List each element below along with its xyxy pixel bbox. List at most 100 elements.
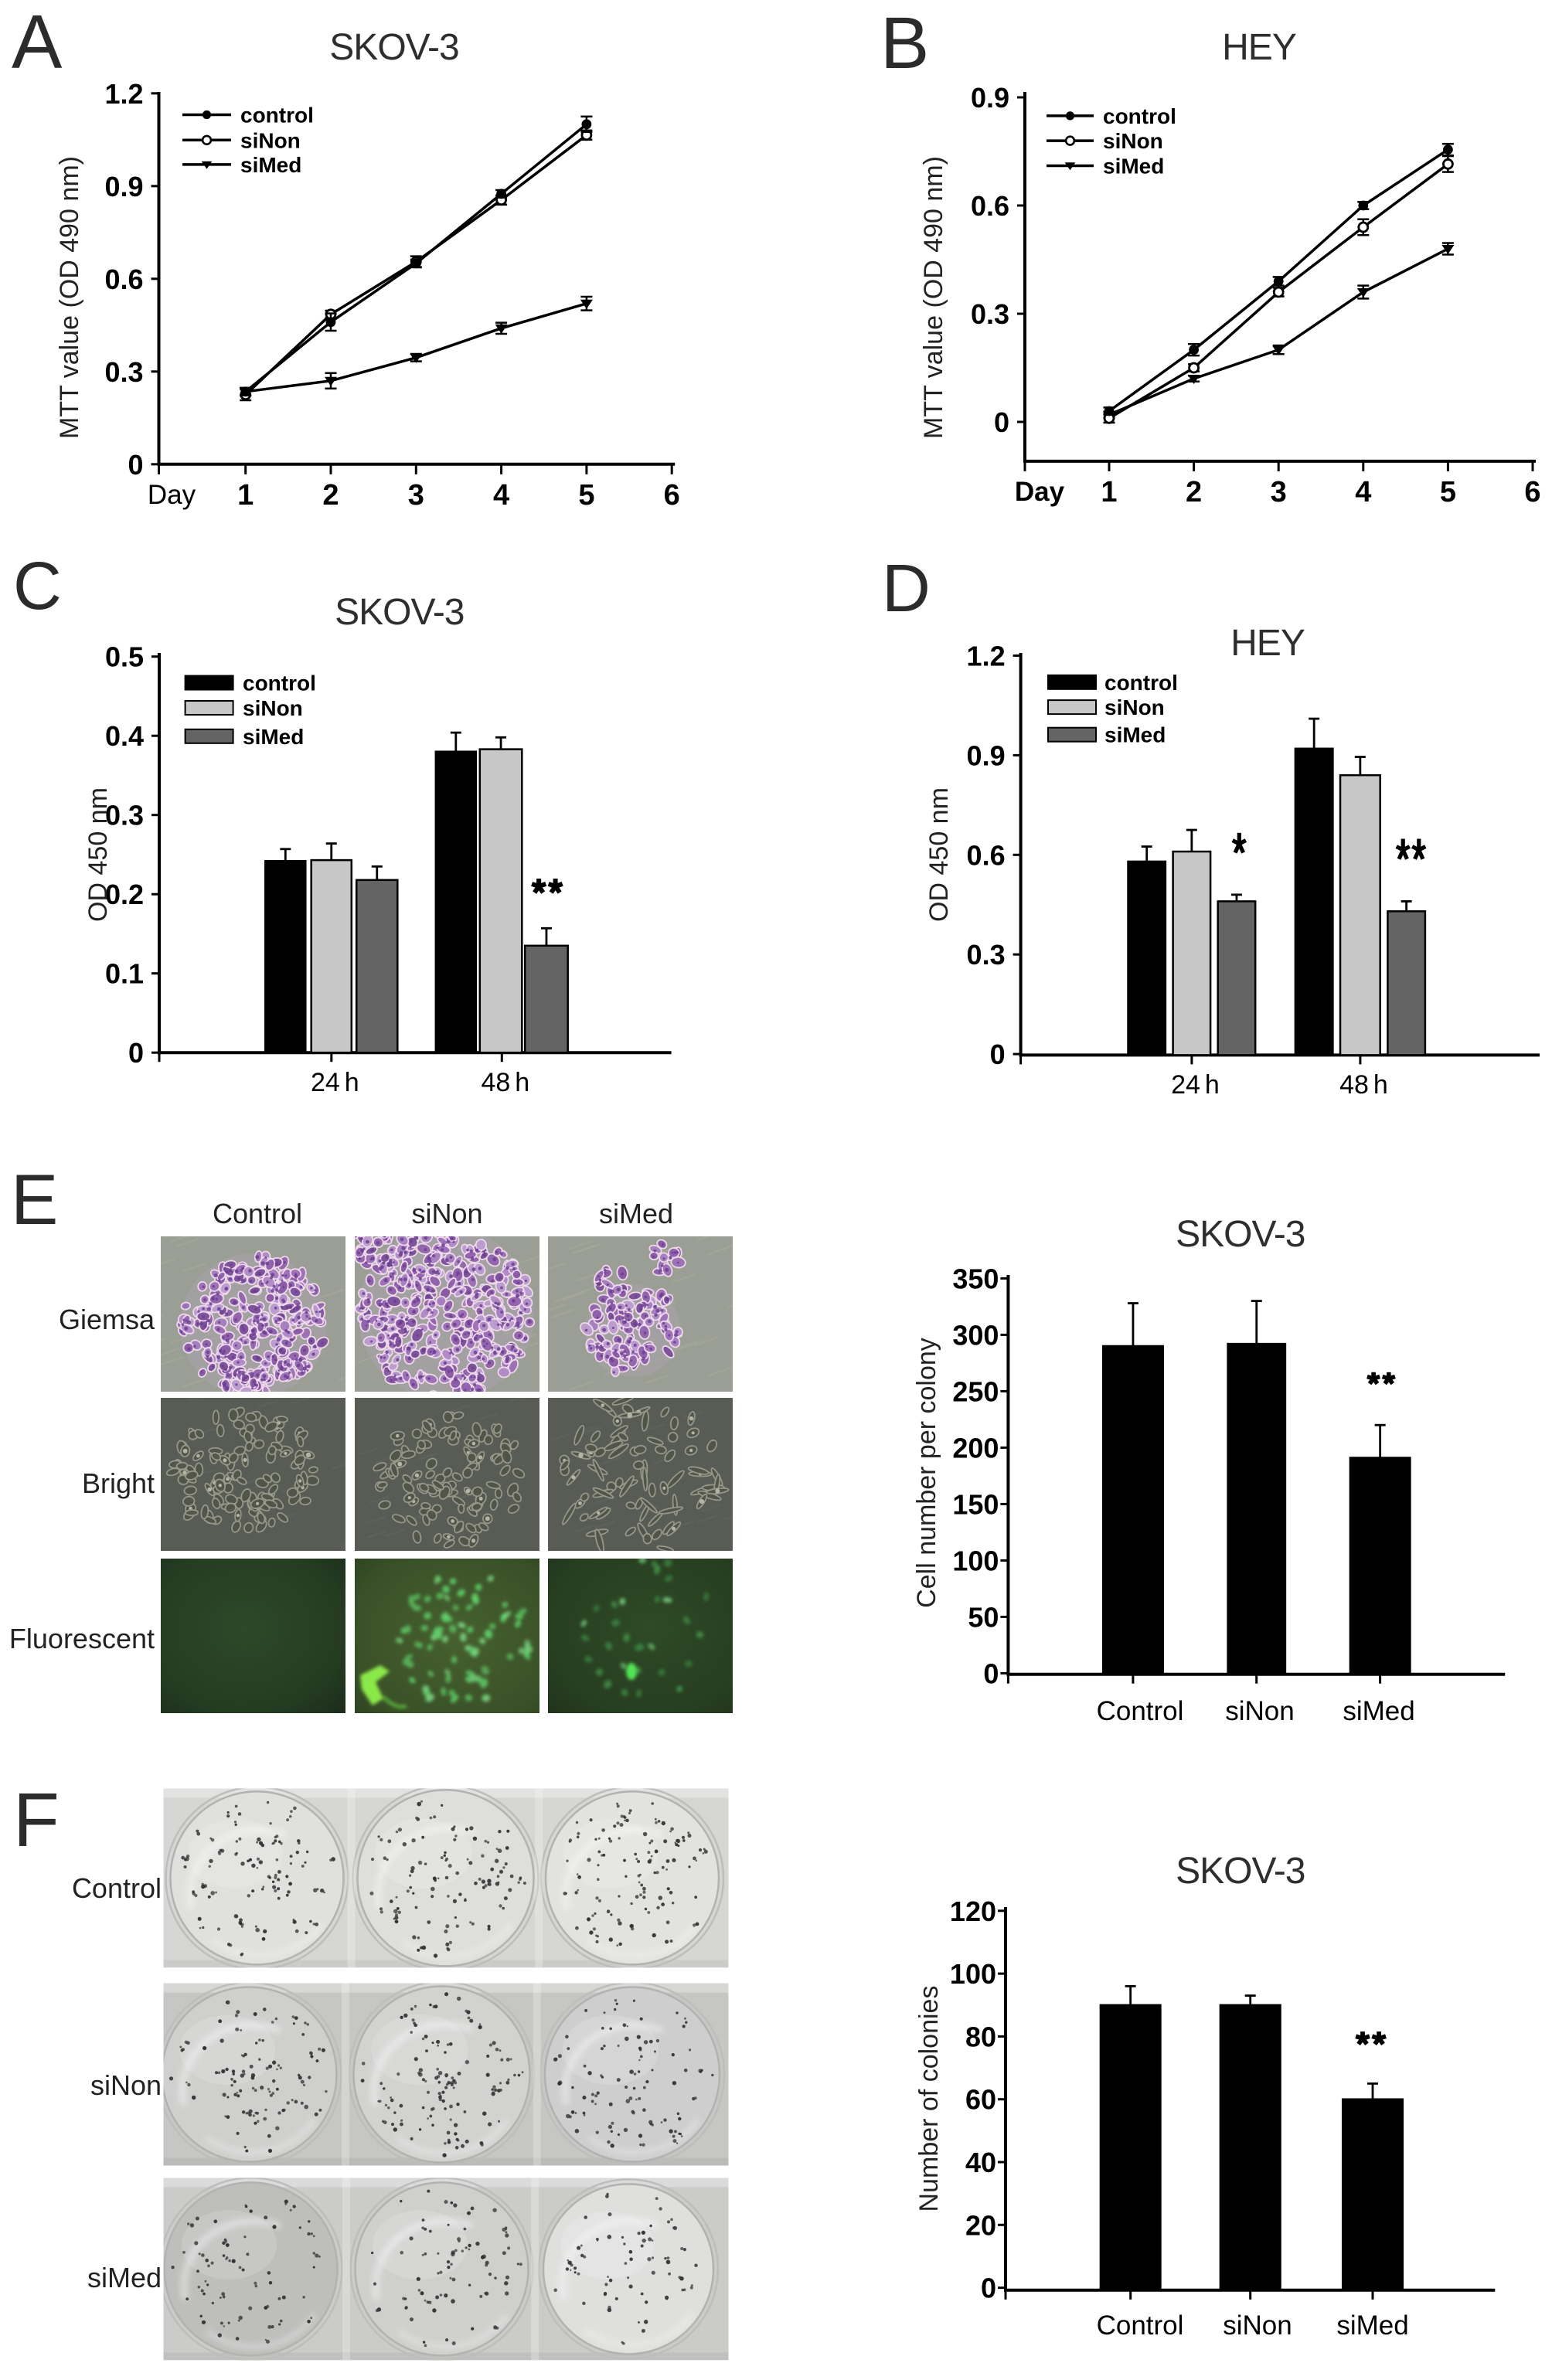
svg-text:siNon: siNon — [1225, 1696, 1294, 1726]
svg-text:siMed: siMed — [1343, 1696, 1414, 1726]
svg-text:0.4: 0.4 — [105, 720, 144, 752]
svg-text:50: 50 — [968, 1601, 999, 1633]
svg-text:100: 100 — [952, 1545, 999, 1576]
svg-text:0.2: 0.2 — [105, 879, 144, 910]
svg-text:A: A — [12, 0, 63, 84]
svg-text:0.9: 0.9 — [971, 82, 1009, 114]
svg-text:150: 150 — [952, 1488, 999, 1520]
svg-text:siNon: siNon — [90, 2069, 162, 2101]
svg-text:siNon: siNon — [1223, 2310, 1292, 2341]
svg-text:h: h — [1205, 1070, 1220, 1100]
svg-text:Bright: Bright — [82, 1467, 155, 1499]
svg-text:control: control — [1103, 104, 1176, 128]
svg-text:1: 1 — [237, 479, 254, 512]
svg-text:control: control — [240, 104, 314, 128]
svg-text:siMed: siMed — [1104, 723, 1166, 747]
svg-text:24: 24 — [1171, 1070, 1200, 1100]
svg-text:OD 450 nm: OD 450 nm — [924, 787, 954, 922]
svg-text:h: h — [345, 1068, 359, 1097]
svg-text:48: 48 — [1339, 1070, 1369, 1100]
svg-text:80: 80 — [965, 2021, 996, 2052]
svg-text:0: 0 — [128, 1037, 144, 1069]
svg-text:h: h — [515, 1068, 529, 1097]
svg-text:siNon: siNon — [1104, 695, 1165, 719]
svg-text:1.2: 1.2 — [967, 640, 1006, 672]
svg-text:350: 350 — [952, 1263, 999, 1294]
svg-text:Control: Control — [72, 1872, 162, 1904]
svg-text:0.3: 0.3 — [971, 298, 1009, 330]
svg-text:Number of colonies: Number of colonies — [914, 1986, 944, 2212]
svg-text:0: 0 — [990, 1039, 1006, 1070]
svg-text:HEY: HEY — [1222, 27, 1296, 68]
svg-text:Cell number per colony: Cell number per colony — [912, 1338, 941, 1608]
svg-text:0: 0 — [983, 1658, 999, 1689]
svg-text:SKOV-3: SKOV-3 — [335, 592, 464, 633]
svg-text:h: h — [1373, 1070, 1388, 1100]
svg-text:MTT value (OD 490 nm): MTT value (OD 490 nm) — [919, 156, 948, 439]
svg-text:Day: Day — [148, 480, 196, 510]
svg-text:0.3: 0.3 — [967, 939, 1006, 971]
svg-text:5: 5 — [578, 479, 594, 512]
svg-text:Fluorescent: Fluorescent — [9, 1623, 155, 1654]
svg-text:0.6: 0.6 — [971, 190, 1009, 222]
svg-text:40: 40 — [965, 2147, 996, 2178]
svg-text:0.9: 0.9 — [967, 740, 1006, 771]
svg-text:20: 20 — [965, 2209, 996, 2241]
svg-text:Day: Day — [1015, 477, 1065, 507]
svg-text:100: 100 — [950, 1958, 996, 1990]
svg-text:4: 4 — [493, 479, 509, 512]
svg-text:0.5: 0.5 — [105, 641, 144, 673]
svg-text:F: F — [13, 1777, 60, 1862]
svg-text:120: 120 — [950, 1896, 996, 1927]
svg-text:siMed: siMed — [1103, 155, 1164, 178]
svg-text:300: 300 — [952, 1319, 999, 1351]
svg-text:250: 250 — [952, 1375, 999, 1407]
svg-text:SKOV-3: SKOV-3 — [329, 27, 458, 68]
svg-text:5: 5 — [1440, 476, 1456, 508]
svg-text:MTT value (OD 490 nm): MTT value (OD 490 nm) — [55, 156, 84, 439]
svg-text:siNon: siNon — [240, 128, 301, 152]
svg-text:siMed: siMed — [243, 725, 304, 749]
svg-text:Control: Control — [213, 1198, 302, 1229]
svg-text:HEY: HEY — [1230, 623, 1305, 664]
svg-text:0.3: 0.3 — [105, 800, 144, 831]
svg-text:0.3: 0.3 — [104, 356, 143, 388]
svg-text:1.2: 1.2 — [104, 78, 143, 110]
svg-text:0: 0 — [981, 2273, 996, 2304]
svg-text:3: 3 — [408, 479, 424, 512]
svg-text:Giemsa: Giemsa — [59, 1304, 155, 1335]
svg-text:B: B — [880, 2, 929, 84]
svg-text:2: 2 — [322, 479, 339, 512]
svg-text:0.1: 0.1 — [105, 958, 144, 990]
svg-text:siMed: siMed — [87, 2262, 162, 2293]
svg-text:D: D — [882, 551, 931, 626]
svg-text:0.9: 0.9 — [104, 171, 143, 202]
svg-text:60: 60 — [965, 2084, 996, 2116]
svg-text:E: E — [11, 1161, 58, 1239]
svg-text:0.6: 0.6 — [967, 839, 1006, 871]
svg-text:1: 1 — [1101, 476, 1117, 508]
svg-text:24: 24 — [311, 1068, 340, 1097]
svg-text:SKOV-3: SKOV-3 — [1176, 1851, 1305, 1892]
svg-text:C: C — [13, 549, 62, 624]
svg-text:2: 2 — [1186, 476, 1202, 508]
svg-text:Control: Control — [1097, 2310, 1184, 2341]
svg-text:siMed: siMed — [240, 153, 301, 177]
svg-text:SKOV-3: SKOV-3 — [1176, 1214, 1305, 1255]
svg-text:OD 450 nm: OD 450 nm — [83, 787, 113, 922]
svg-text:200: 200 — [952, 1432, 999, 1464]
svg-text:Control: Control — [1097, 1696, 1184, 1726]
svg-text:0: 0 — [994, 406, 1009, 438]
svg-text:siNon: siNon — [243, 696, 303, 720]
svg-text:48: 48 — [481, 1068, 510, 1097]
svg-text:0.6: 0.6 — [104, 264, 143, 295]
svg-text:siMed: siMed — [599, 1198, 673, 1229]
svg-text:siMed: siMed — [1336, 2310, 1408, 2341]
svg-text:control: control — [1104, 671, 1178, 695]
svg-text:siNon: siNon — [411, 1198, 482, 1229]
svg-text:6: 6 — [664, 479, 680, 512]
svg-text:6: 6 — [1524, 476, 1540, 508]
svg-text:siNon: siNon — [1103, 129, 1163, 153]
svg-text:0: 0 — [128, 449, 143, 481]
svg-text:3: 3 — [1271, 476, 1287, 508]
